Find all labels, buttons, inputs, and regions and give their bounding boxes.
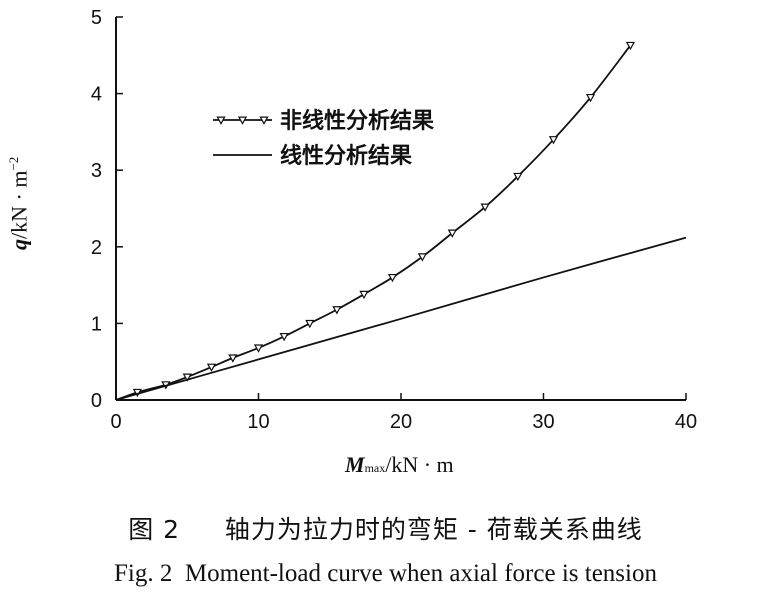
legend-marker bbox=[259, 116, 269, 125]
y-tick-label: 1 bbox=[91, 313, 102, 335]
data-point-marker bbox=[480, 203, 490, 212]
caption-en-label: Fig. 2 bbox=[114, 560, 173, 587]
y-axis-symbol: q bbox=[6, 239, 32, 250]
axes: 0 10 20 30 40 0 1 2 3 4 5 bbox=[91, 7, 697, 433]
data-point-marker bbox=[417, 253, 427, 262]
y-axis-exponent: −2 bbox=[6, 156, 21, 171]
data-point-marker bbox=[332, 306, 342, 315]
series-line bbox=[115, 236, 687, 401]
x-axis-unit: /kN · m bbox=[385, 452, 454, 477]
figure-caption-chinese: 图 2 轴力为拉力时的弯矩 - 荷载关系曲线 bbox=[0, 510, 771, 546]
data-point-marker bbox=[228, 354, 238, 363]
data-point-marker bbox=[206, 363, 217, 372]
caption-cn-text: 轴力为拉力时的弯矩 - 荷载关系曲线 bbox=[224, 515, 643, 544]
y-axis-label: q/kN · m−2 bbox=[6, 157, 32, 250]
y-tick-label: 3 bbox=[91, 160, 102, 182]
caption-en-text: Moment-load curve when axial force is te… bbox=[184, 560, 657, 587]
x-tick-label: 20 bbox=[390, 411, 412, 433]
series-1 bbox=[115, 41, 636, 401]
caption-cn-label: 图 2 bbox=[128, 515, 181, 544]
data-point-marker bbox=[447, 229, 457, 238]
y-tick-label: 0 bbox=[91, 390, 102, 412]
x-axis-subscript: max bbox=[364, 461, 386, 475]
legend-label: 线性分析结果 bbox=[280, 143, 412, 169]
legend-label: 非线性分析结果 bbox=[280, 108, 434, 134]
data-point-marker bbox=[625, 41, 636, 51]
figure-caption-english: Fig. 2 Moment-load curve when axial forc… bbox=[0, 560, 771, 588]
x-tick-label: 30 bbox=[532, 411, 554, 433]
x-tick-label: 0 bbox=[110, 411, 121, 433]
data-point-marker bbox=[182, 373, 192, 382]
data-point-marker bbox=[585, 93, 596, 103]
y-axis-unit: /kN · m bbox=[6, 170, 32, 239]
series-line bbox=[115, 44, 632, 401]
x-axis-label: Mmax/kN · m bbox=[345, 452, 454, 478]
data-point-marker bbox=[548, 136, 559, 145]
legend-marker bbox=[237, 116, 248, 125]
y-tick-label: 2 bbox=[91, 237, 102, 259]
series-2 bbox=[115, 236, 687, 401]
data-point-marker bbox=[513, 172, 523, 182]
legend-marker bbox=[216, 116, 226, 125]
series-layer bbox=[115, 41, 687, 401]
y-tick-label: 4 bbox=[91, 84, 102, 106]
data-point-marker bbox=[279, 332, 289, 342]
data-point-marker bbox=[387, 273, 398, 283]
x-tick-label: 10 bbox=[247, 411, 269, 433]
data-point-marker bbox=[359, 290, 369, 300]
x-tick-label: 40 bbox=[675, 411, 697, 433]
data-point-marker bbox=[305, 319, 315, 329]
x-axis-symbol: M bbox=[345, 452, 365, 477]
data-point-marker bbox=[253, 344, 264, 353]
y-tick-label: 5 bbox=[91, 7, 102, 29]
